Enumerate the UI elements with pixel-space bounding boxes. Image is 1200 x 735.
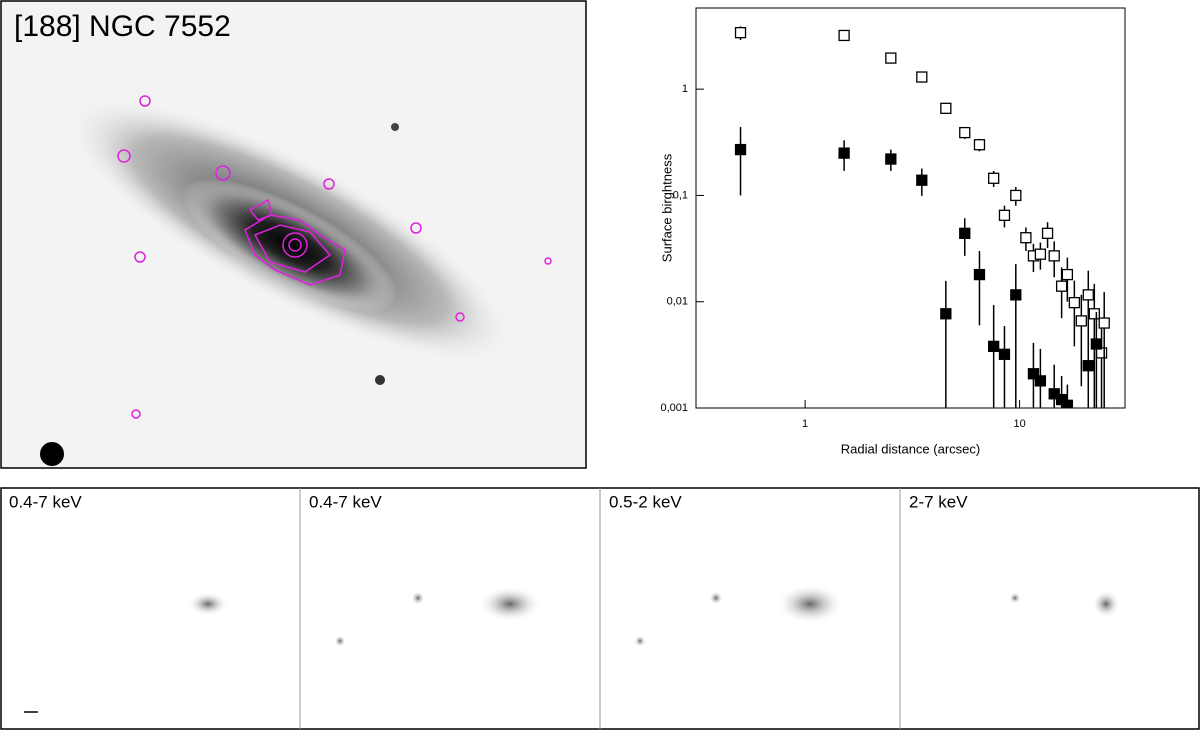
x-tick-label: 10 <box>1013 418 1025 430</box>
data-point <box>1082 289 1094 301</box>
data-point <box>1020 232 1032 244</box>
panel-label: 2-7 keV <box>909 492 968 511</box>
data-point <box>1068 296 1081 309</box>
panel-label: 0.4-7 keV <box>309 492 382 511</box>
data-point <box>1041 227 1054 239</box>
panel-label: 0.4-7 keV <box>9 492 82 511</box>
plot-area <box>734 26 1110 408</box>
data-point <box>973 268 986 281</box>
data-point <box>1098 317 1110 329</box>
data-point <box>1034 375 1047 387</box>
data-point <box>885 52 897 64</box>
data-point <box>940 102 952 114</box>
data-point <box>838 147 850 159</box>
data-point <box>940 308 952 320</box>
data-point <box>916 174 928 186</box>
y-axis-label: Surface birghtness <box>659 153 674 262</box>
y-tick-label: 0,1 <box>673 189 688 201</box>
data-point <box>838 29 850 42</box>
y-tick-label: 0,001 <box>660 402 688 414</box>
data-point <box>959 227 971 239</box>
data-point <box>1010 289 1022 301</box>
data-point <box>1048 250 1060 262</box>
data-point <box>998 209 1011 221</box>
panels <box>0 487 1200 730</box>
data-point <box>1061 268 1074 281</box>
data-point <box>988 172 1000 184</box>
data-point <box>988 340 1000 353</box>
data-point <box>973 139 986 151</box>
data-point <box>1082 360 1094 372</box>
data-point <box>734 27 747 39</box>
data-point <box>885 153 897 165</box>
panel-label: 0.5-2 keV <box>609 492 682 511</box>
data-point <box>1034 248 1047 260</box>
data-point <box>959 126 971 139</box>
x-axis-label: Radial distance (arcsec) <box>841 441 980 456</box>
y-tick-label: 1 <box>682 83 688 95</box>
data-point <box>1048 388 1060 400</box>
image-title: [188] NGC 7552 <box>14 10 231 43</box>
data-point <box>1055 393 1068 406</box>
data-point <box>1010 189 1022 202</box>
data-point <box>1088 308 1100 320</box>
data-point <box>916 71 928 83</box>
data-point <box>1090 338 1103 350</box>
data-point <box>1061 399 1074 408</box>
galaxy-image: [188] NGC 7552 <box>0 0 587 469</box>
y-tick-label: 0,01 <box>667 296 688 308</box>
data-point <box>1027 368 1040 380</box>
data-point <box>734 143 747 156</box>
data-point <box>1055 280 1068 292</box>
data-point <box>998 348 1011 360</box>
x-tick-label: 1 <box>802 418 808 430</box>
data-point <box>1075 315 1087 327</box>
plot-frame <box>695 7 1126 409</box>
